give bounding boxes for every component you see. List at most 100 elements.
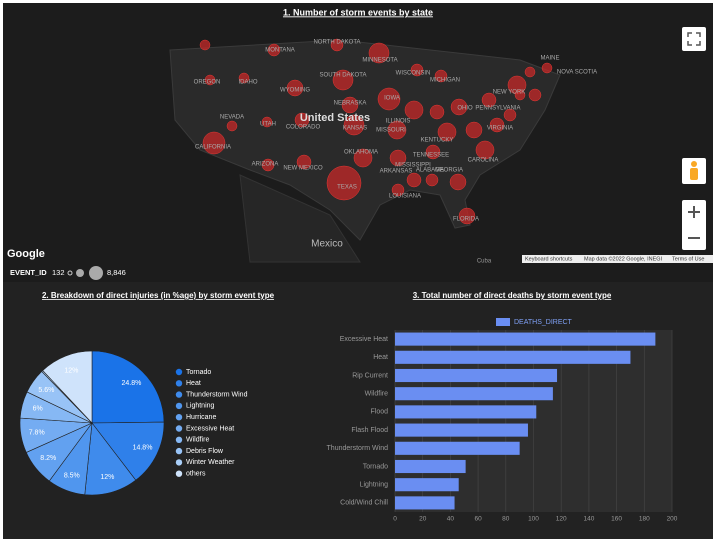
state-label: MAINE xyxy=(540,56,559,62)
legend-label: Thunderstorm Wind xyxy=(186,391,248,398)
landmass xyxy=(169,39,561,241)
legend-max: 8,846 xyxy=(107,268,126,277)
legend-label: Lightning xyxy=(186,403,215,410)
x-tick-label: 140 xyxy=(583,516,594,523)
legend-label: Winter Weather xyxy=(186,459,235,466)
state-label: ARIZONA xyxy=(252,162,279,168)
legend-label: others xyxy=(186,471,206,478)
legend-label: DEATHS_DIRECT xyxy=(514,319,573,326)
x-tick-label: 80 xyxy=(502,516,510,523)
state-label: OKLAHOMA xyxy=(344,150,378,156)
state-label: KENTUCKY xyxy=(421,138,454,144)
state-label: MICHIGAN xyxy=(430,78,460,84)
legend-circle xyxy=(89,266,103,280)
state-label: ALABAMA xyxy=(416,168,444,174)
state-label: NEBRASKA xyxy=(334,101,367,107)
legend-label: Excessive Heat xyxy=(186,425,234,432)
state-label: ARKANSAS xyxy=(380,169,413,175)
state-label: TEXAS xyxy=(337,185,357,191)
state-label: MONTANA xyxy=(265,48,295,54)
bar xyxy=(395,441,520,455)
state-label: VIRGINIA xyxy=(487,126,513,132)
data-label: 14.8% xyxy=(133,444,153,451)
y-tick-label: Excessive Heat xyxy=(340,336,388,343)
state-label: COLORADO xyxy=(286,125,321,131)
map-footer: Keyboard shortcuts Map data ©2022 Google… xyxy=(522,255,713,263)
state-label: KANSAS xyxy=(343,126,367,132)
y-tick-label: Thunderstorm Wind xyxy=(327,445,389,452)
legend-swatch xyxy=(175,368,183,376)
footer-text: Map data ©2022 Google, INEGI xyxy=(584,255,663,262)
legend-swatch xyxy=(175,436,183,443)
x-tick-label: 120 xyxy=(556,516,567,523)
state-label: IOWA xyxy=(384,96,400,102)
state-label: IDAHO xyxy=(238,80,257,86)
bar xyxy=(395,423,528,437)
chart-title: 2. Breakdown of direct injuries (in %age… xyxy=(42,291,275,300)
state-label: SOUTH DAKOTA xyxy=(320,73,367,79)
state-label: NOVA SCOTIA xyxy=(557,70,597,76)
country-label: Mexico xyxy=(311,239,343,250)
pie-slice xyxy=(91,421,165,481)
bar xyxy=(395,405,537,419)
map-title: 1. Number of storm events by state xyxy=(283,7,433,17)
legend-label: Wildfire xyxy=(186,437,209,444)
y-tick-label: Flood xyxy=(370,409,388,416)
state-label: UTAH xyxy=(260,122,276,128)
legend-label: Debris Flow xyxy=(186,448,224,455)
state-label: MISSOURI xyxy=(376,128,406,134)
state-label: PENNSYLVANIA xyxy=(475,106,520,112)
state-label: MINNESOTA xyxy=(362,58,397,64)
state-label: NORTH DAKOTA xyxy=(313,40,360,46)
data-label: 12% xyxy=(100,474,114,481)
state-label: GEORGIA xyxy=(435,168,463,174)
bar xyxy=(395,496,455,510)
y-tick-label: Lightning xyxy=(360,482,389,489)
state-label: OREGON xyxy=(194,80,221,86)
legend-swatch xyxy=(175,425,183,432)
y-tick-label: Rip Current xyxy=(352,372,388,379)
bar xyxy=(395,387,553,401)
pegman-icon xyxy=(691,161,697,167)
legend-min: 132 xyxy=(52,268,65,277)
data-label: 8.5% xyxy=(64,472,80,479)
legend-label: Heat xyxy=(186,380,201,387)
state-label: TENNESSEE xyxy=(413,153,449,159)
y-tick-label: Tornado xyxy=(363,463,388,470)
x-tick-label: 60 xyxy=(474,516,482,523)
data-label: 7.8% xyxy=(29,430,45,437)
bar xyxy=(395,332,656,346)
state-label: CAROLINA xyxy=(468,158,499,164)
legend-swatch xyxy=(175,380,183,387)
fullscreen-button[interactable] xyxy=(682,27,706,51)
landmass xyxy=(239,174,361,263)
footer-bg xyxy=(522,255,713,263)
legend-title: EVENT_ID xyxy=(10,268,47,277)
zoom-in[interactable] xyxy=(688,206,700,218)
data-label: 6% xyxy=(33,406,43,413)
country-label: Cuba xyxy=(477,259,492,265)
y-tick-label: Heat xyxy=(373,354,388,361)
legend-circle xyxy=(76,269,84,277)
state-label: NEW MEXICO xyxy=(283,166,323,172)
pie-slice xyxy=(42,350,93,424)
fullscreen-icon xyxy=(687,32,701,46)
footer-link[interactable]: Keyboard shortcuts xyxy=(525,256,573,262)
x-tick-label: 0 xyxy=(393,516,397,523)
pegman-icon xyxy=(690,168,698,180)
x-tick-label: 180 xyxy=(639,516,650,523)
x-tick-label: 20 xyxy=(419,516,427,523)
map-controls xyxy=(682,27,706,250)
country-label: United States xyxy=(300,112,370,124)
legend-swatch xyxy=(175,459,183,466)
data-label: 12% xyxy=(64,368,78,375)
map-brand: Google xyxy=(7,248,45,260)
data-label: 8.2% xyxy=(40,455,56,462)
x-tick-label: 40 xyxy=(447,516,455,523)
legend-label: Hurricane xyxy=(186,414,216,421)
footer-link[interactable]: Terms of Use xyxy=(672,256,704,262)
state-label: LOUISIANA xyxy=(389,194,421,200)
map-bubbles xyxy=(199,38,553,225)
y-tick-label: Cold/Wind Chill xyxy=(340,500,388,507)
